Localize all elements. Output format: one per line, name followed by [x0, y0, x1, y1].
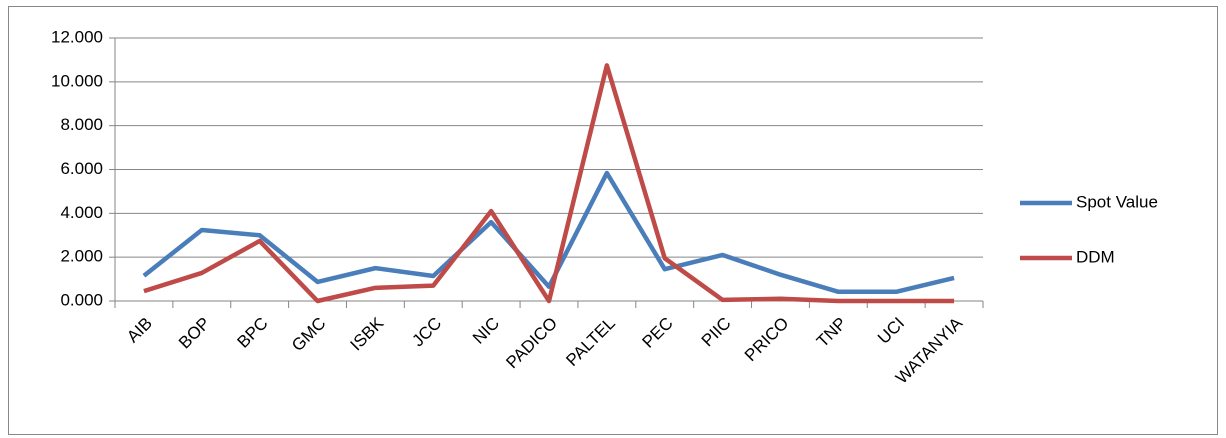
y-tick-label: 0.000 [60, 290, 103, 309]
series-line [142, 170, 955, 295]
y-tick-label: 12.000 [51, 27, 103, 46]
chart-border [8, 6, 1218, 435]
y-tick-label: 8.000 [60, 115, 103, 134]
series-line [143, 63, 955, 304]
y-tick-label: 4.000 [60, 203, 103, 222]
legend-label: Spot Value [1076, 192, 1158, 211]
y-tick-label: 2.000 [60, 247, 103, 266]
y-tick-label: 6.000 [60, 159, 103, 178]
y-tick-label: 10.000 [51, 71, 103, 90]
legend-label: DDM [1076, 247, 1115, 266]
